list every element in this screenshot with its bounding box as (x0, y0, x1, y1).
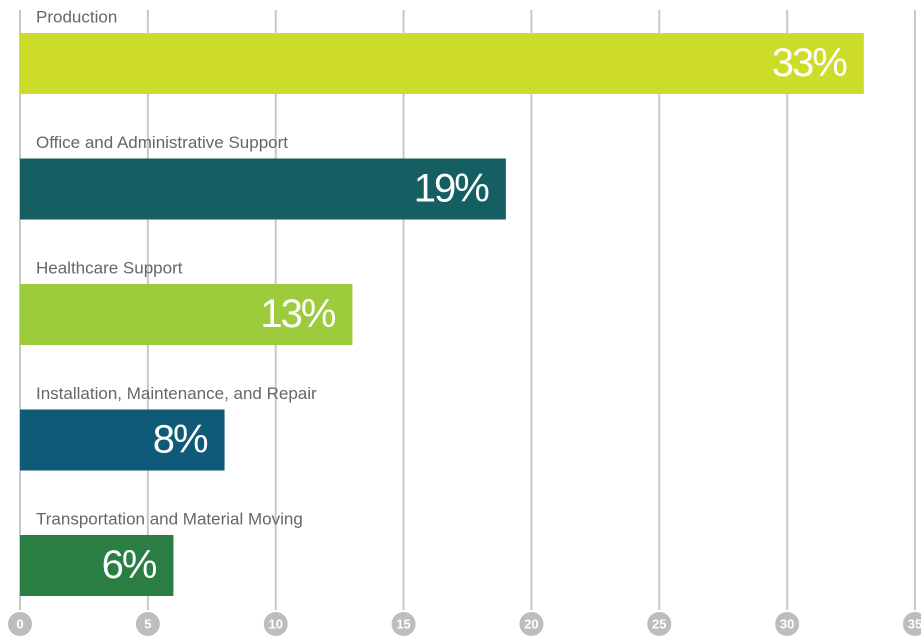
tick-circle (519, 612, 544, 636)
x-tick-label: 30 (780, 616, 794, 631)
category-label: Healthcare Support (36, 258, 183, 277)
bar (20, 158, 506, 220)
bar (20, 535, 174, 596)
x-tick-label: 35 (908, 616, 921, 631)
tick-circle (647, 612, 672, 636)
tick-circle (903, 612, 921, 636)
value-label: 13% (260, 292, 335, 336)
bar (20, 33, 864, 94)
x-tick-label: 0 (16, 616, 23, 631)
bar (20, 284, 353, 345)
x-tick-label: 10 (268, 616, 282, 631)
category-label: Transportation and Material Moving (36, 509, 303, 528)
tick-circle (135, 612, 160, 636)
value-label: 19% (414, 167, 489, 211)
value-label: 8% (153, 418, 208, 462)
category-label: Installation, Maintenance, and Repair (36, 384, 317, 403)
x-tick-label: 15 (396, 616, 410, 631)
tick-circle (8, 612, 32, 636)
x-tick-label: 5 (144, 616, 151, 631)
value-label: 6% (102, 543, 157, 587)
x-tick-label: 20 (524, 616, 538, 631)
value-label: 33% (772, 41, 847, 85)
tick-circle (391, 612, 416, 636)
category-label: Production (36, 7, 117, 26)
tick-circle (775, 612, 800, 636)
category-label: Office and Administrative Support (36, 133, 288, 152)
tick-circle (263, 612, 288, 636)
bar (20, 409, 225, 471)
x-tick-label: 25 (652, 616, 666, 631)
